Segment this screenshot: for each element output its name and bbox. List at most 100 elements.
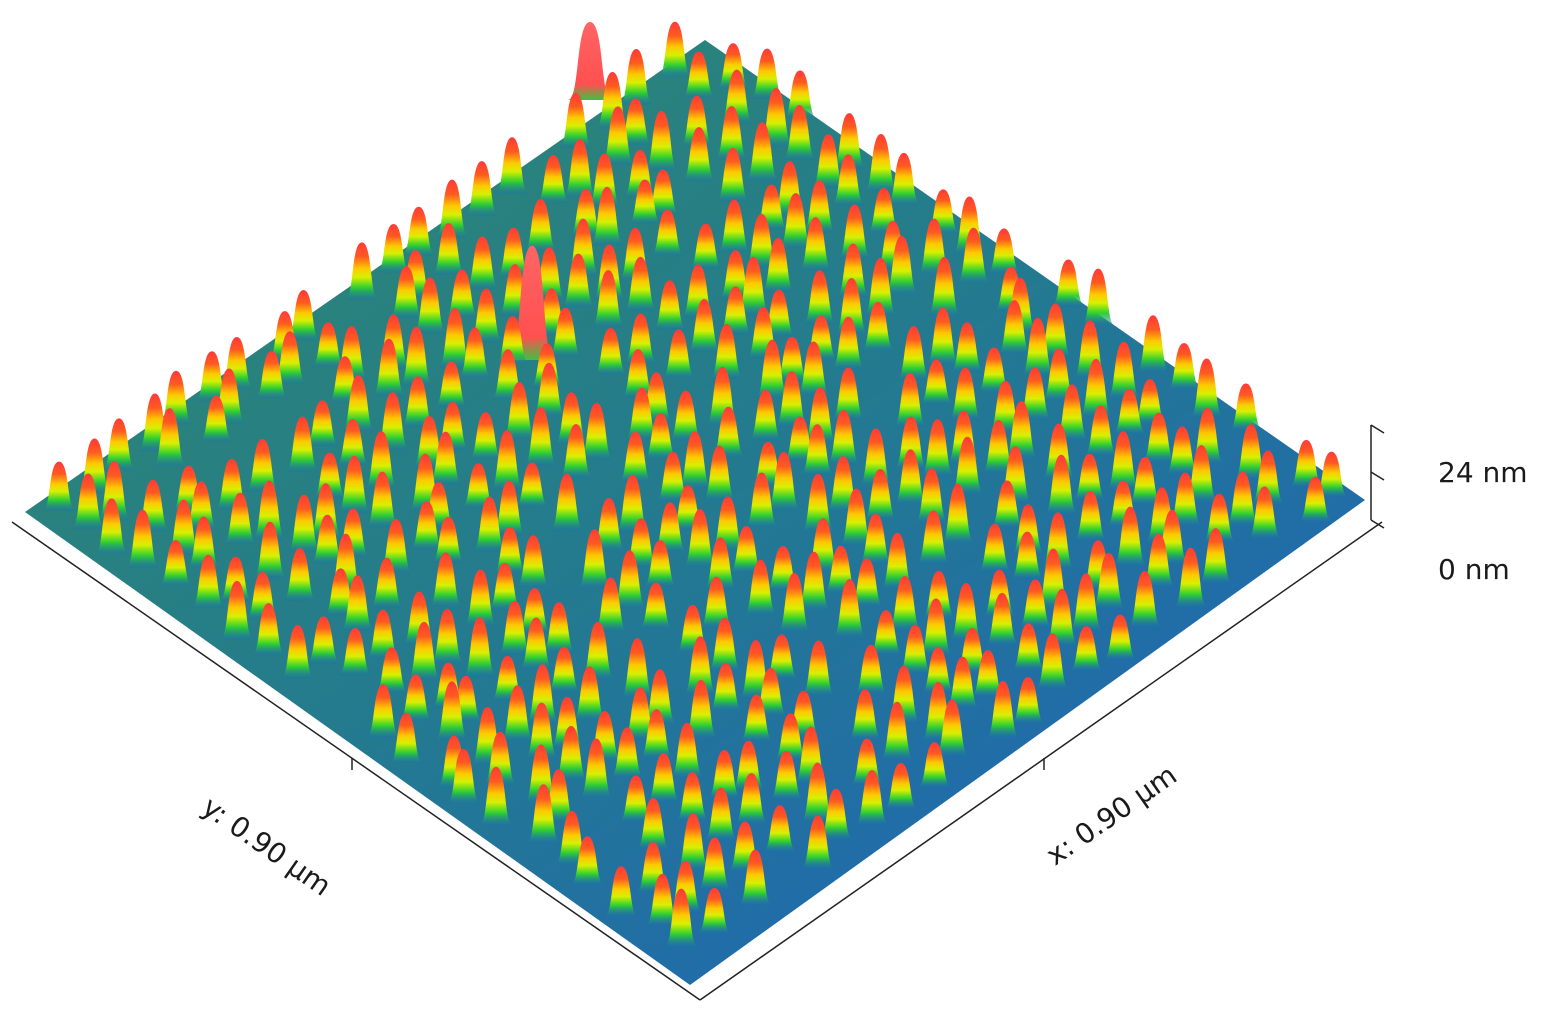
peak <box>744 472 779 528</box>
peak <box>285 416 320 472</box>
peak <box>1173 547 1208 608</box>
peak <box>708 663 743 711</box>
peak <box>1225 471 1260 526</box>
peak <box>1035 633 1070 689</box>
peak <box>750 48 785 100</box>
peak <box>344 242 379 301</box>
peak <box>898 624 933 674</box>
peak <box>523 199 558 252</box>
peak <box>465 236 500 289</box>
peak <box>916 510 951 564</box>
peak <box>985 592 1020 645</box>
peak <box>366 684 401 738</box>
peak <box>341 375 376 432</box>
peak <box>587 153 622 207</box>
peak <box>643 413 678 459</box>
peak <box>800 815 835 869</box>
peak <box>445 269 480 318</box>
peak <box>707 750 742 799</box>
peak <box>623 313 658 364</box>
peak <box>559 424 594 479</box>
peak <box>515 462 550 508</box>
peak <box>683 636 718 695</box>
peak <box>399 326 434 387</box>
peak <box>715 147 750 202</box>
peak <box>1072 453 1107 500</box>
peak <box>125 509 160 569</box>
peak <box>1055 384 1090 441</box>
peak <box>670 722 705 778</box>
peak <box>997 300 1032 354</box>
peak <box>718 286 753 335</box>
peak <box>186 516 221 569</box>
peak <box>884 235 919 295</box>
peak <box>743 559 778 616</box>
peak <box>744 213 779 268</box>
peak <box>729 526 764 573</box>
peak <box>621 349 656 398</box>
peak <box>948 367 983 420</box>
peak <box>668 390 703 441</box>
peak <box>650 209 685 256</box>
peak <box>717 199 752 253</box>
peak <box>561 253 596 308</box>
peak <box>676 813 711 871</box>
peak <box>1167 343 1202 390</box>
peak <box>949 583 984 641</box>
peak <box>682 127 717 182</box>
peak <box>643 540 678 587</box>
peak <box>956 227 991 284</box>
peak <box>591 497 626 551</box>
peak <box>618 431 653 483</box>
peak <box>839 488 874 546</box>
peak <box>837 204 872 260</box>
peak <box>688 223 723 269</box>
peak <box>340 575 375 631</box>
peak <box>94 498 129 555</box>
peak <box>832 113 867 169</box>
peak <box>687 299 722 353</box>
peak <box>152 408 187 467</box>
peak <box>437 308 472 368</box>
peak <box>1289 439 1324 487</box>
peak <box>921 647 956 693</box>
peak <box>479 766 514 826</box>
peak <box>389 266 424 319</box>
peak <box>604 866 639 917</box>
peak <box>627 179 662 224</box>
peak <box>1011 504 1046 554</box>
peak <box>801 473 836 532</box>
peak <box>1041 348 1076 401</box>
peak <box>223 492 258 545</box>
peak <box>570 836 605 885</box>
peak <box>457 327 492 379</box>
peak <box>245 439 280 493</box>
peak <box>286 290 321 341</box>
peak <box>811 134 846 189</box>
peak <box>748 389 783 441</box>
peak <box>516 535 551 588</box>
peak <box>519 617 554 669</box>
peak <box>800 762 835 822</box>
peak <box>1038 303 1073 358</box>
peak <box>434 361 469 408</box>
peak <box>783 70 818 119</box>
peak <box>199 395 234 442</box>
peak <box>854 770 889 825</box>
peak <box>863 257 898 317</box>
peak <box>644 110 679 171</box>
peak <box>254 351 289 399</box>
peak <box>976 347 1011 393</box>
peak <box>371 338 406 397</box>
peak <box>364 431 399 490</box>
peak <box>523 407 558 466</box>
peak <box>1127 570 1162 627</box>
peak <box>1004 400 1039 459</box>
peak <box>802 270 837 325</box>
peak <box>755 339 790 399</box>
peak <box>762 805 797 852</box>
peak <box>1069 573 1104 631</box>
peak <box>536 155 571 204</box>
peak <box>374 647 409 694</box>
